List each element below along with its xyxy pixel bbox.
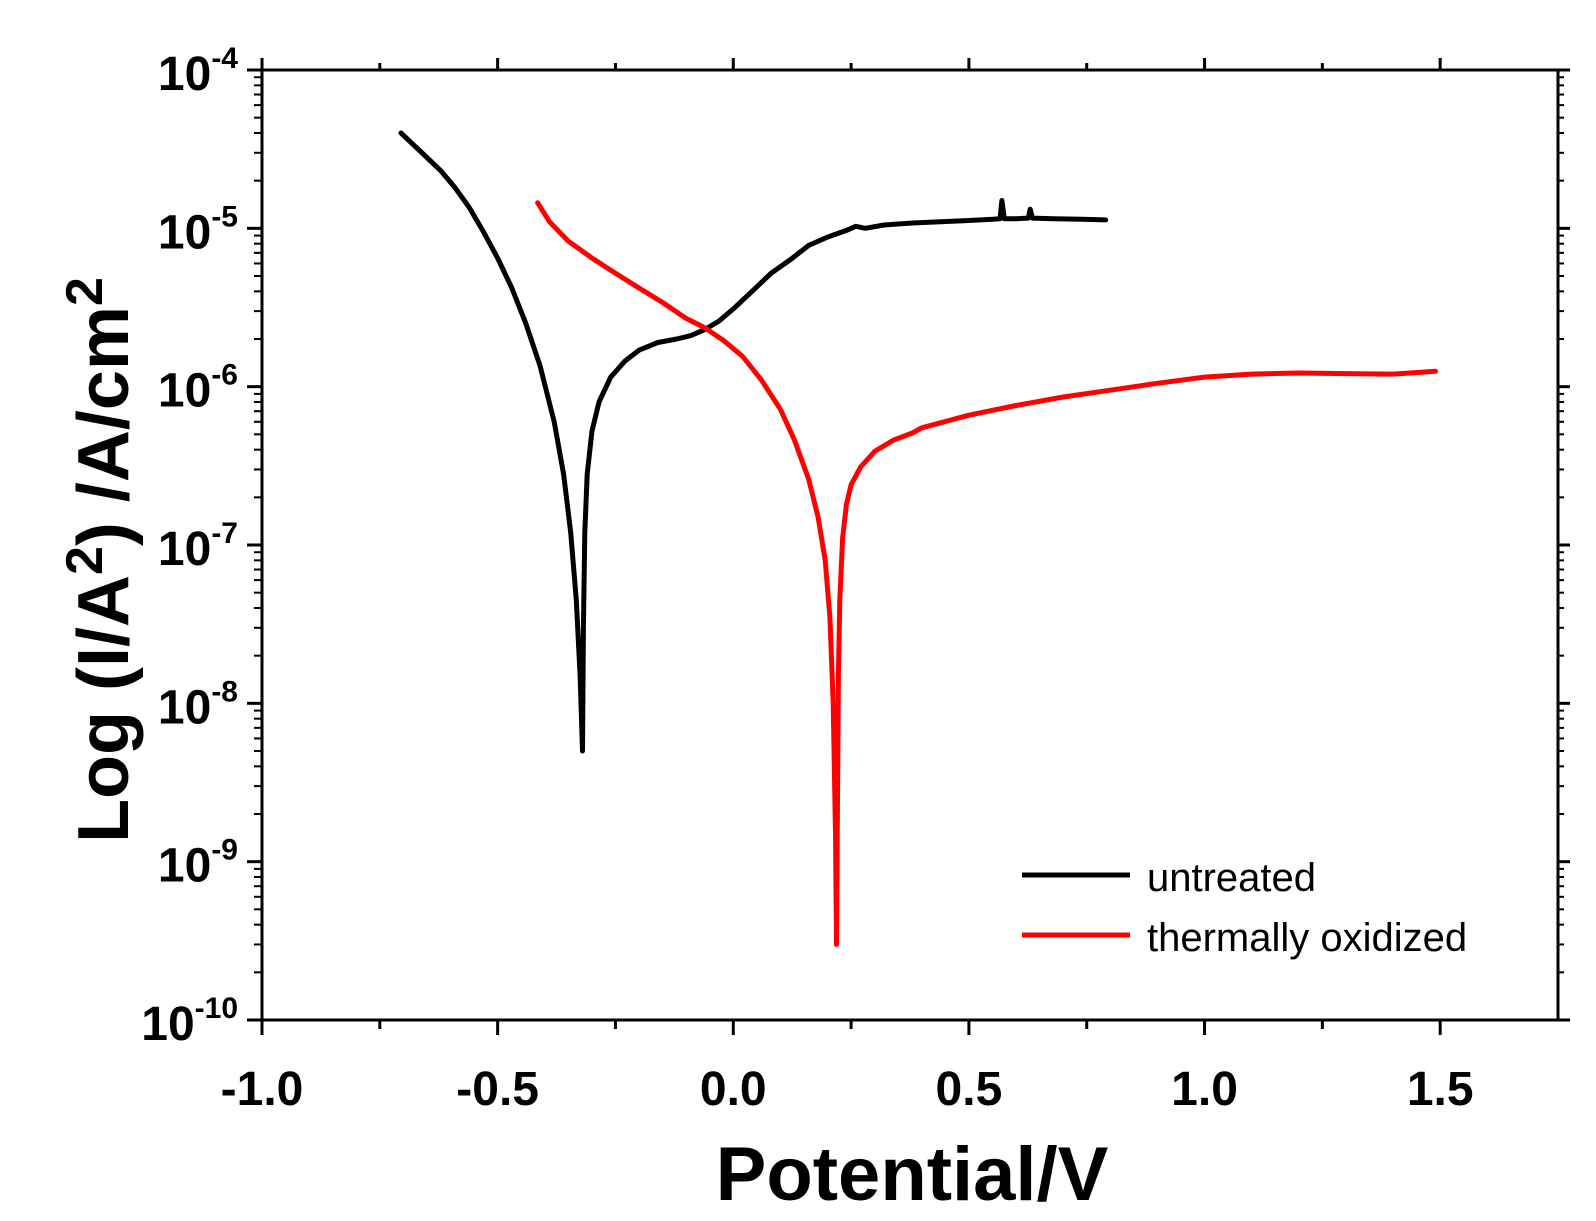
x-tick-label: 0.5 xyxy=(936,1063,1003,1116)
y-tick-label: 10-4 xyxy=(158,42,238,101)
x-axis-title: Potential/V xyxy=(716,1132,1109,1217)
series-line-untreated xyxy=(398,130,1109,754)
legend: untreated thermally oxidized xyxy=(1022,856,1467,960)
y-tick-label: 10-6 xyxy=(158,359,238,418)
x-axis: -1.0 -0.5 0.0 0.5 1.0 1.5 xyxy=(221,58,1474,1116)
y-tick-label: 10-9 xyxy=(158,834,238,893)
y-axis-title-superscript-1: 2 xyxy=(56,546,114,575)
x-tick-label: -0.5 xyxy=(456,1063,539,1116)
x-tick-label: -1.0 xyxy=(221,1063,304,1116)
y-axis-title-superscript-2: 2 xyxy=(56,277,114,306)
legend-label-thermally-oxidized: thermally oxidized xyxy=(1147,916,1467,960)
series-line-thermally-oxidized xyxy=(535,200,1438,947)
x-tick-label: 0.0 xyxy=(700,1063,767,1116)
y-axis-title-prefix: Log (I/A xyxy=(64,575,144,843)
x-tick-label: 1.0 xyxy=(1171,1063,1238,1116)
y-tick-label: 10-10 xyxy=(141,992,238,1051)
y-axis-title-middle: ) /A/cm xyxy=(64,306,144,546)
series-layer xyxy=(398,130,1438,947)
y-tick-label: 10-8 xyxy=(158,675,238,734)
x-tick-label: 1.5 xyxy=(1407,1063,1474,1116)
y-tick-label: 10-7 xyxy=(158,517,238,576)
y-axis-title: Log (I/A2) /A/cm2 xyxy=(56,277,144,843)
y-tick-label: 10-5 xyxy=(158,200,238,259)
legend-label-untreated: untreated xyxy=(1147,856,1316,900)
y-axis: 10-10 10-9 10-8 10-7 10-6 10-5 10-4 xyxy=(141,42,1570,1051)
